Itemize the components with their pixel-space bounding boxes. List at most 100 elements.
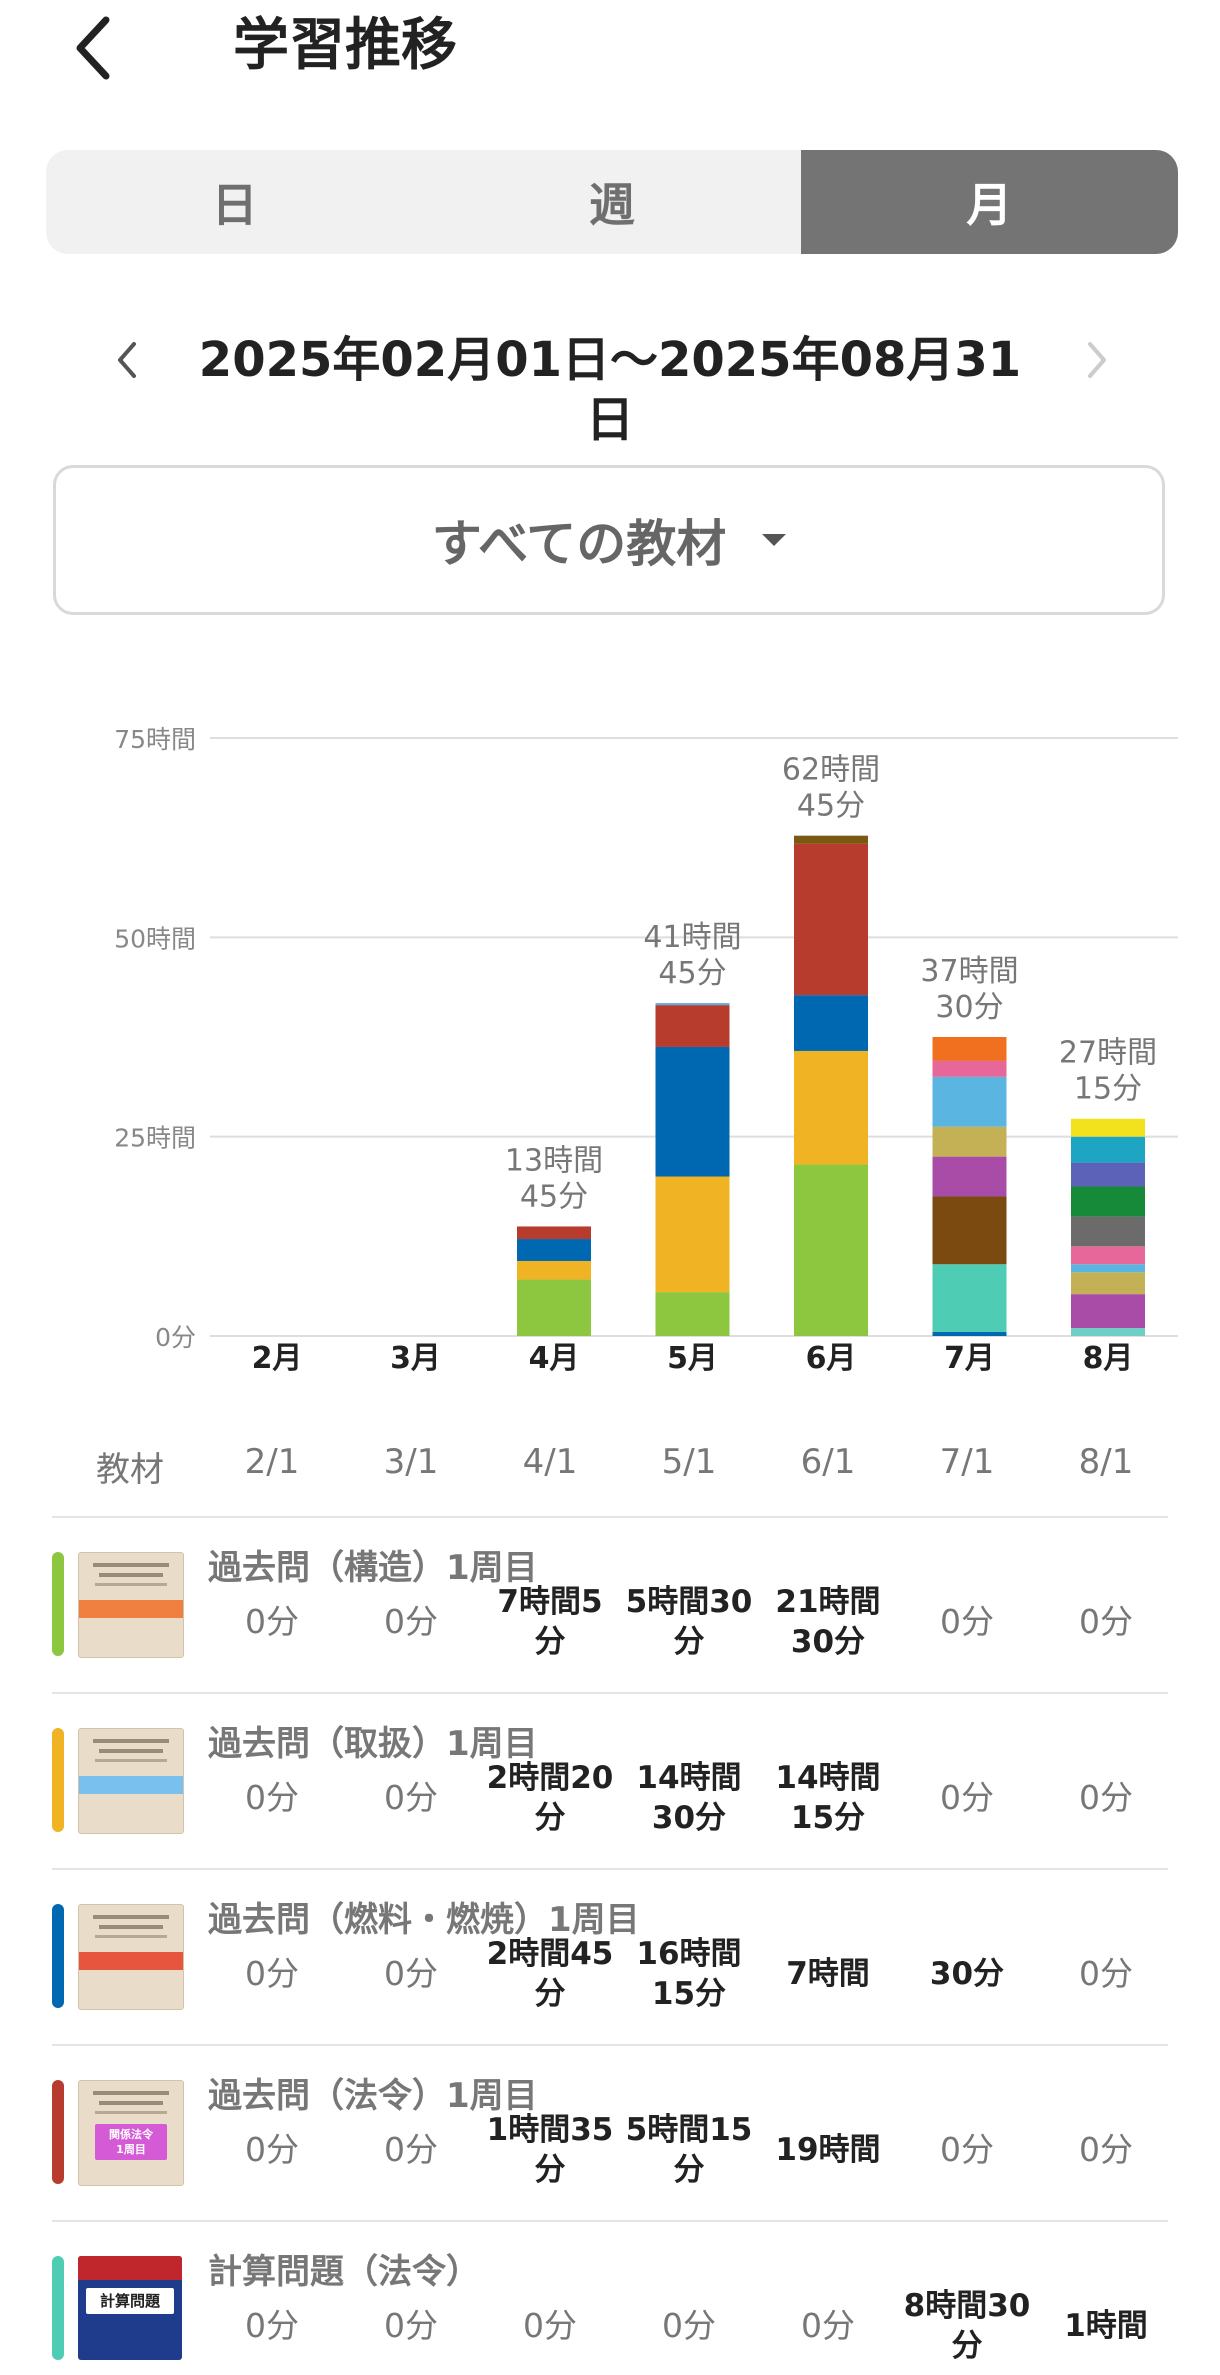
time-cell-line: 15分	[651, 1976, 727, 2012]
time-cell-line: 0分	[384, 2130, 438, 2169]
prev-period-button[interactable]	[102, 330, 152, 390]
back-button[interactable]	[66, 8, 126, 88]
column-header-date: 3/1	[383, 1442, 439, 1482]
bar-segment	[794, 843, 868, 996]
material-thumbnail[interactable]	[78, 1552, 184, 1658]
bar-segment	[932, 1037, 1007, 1061]
time-cell-line: 0分	[1079, 1778, 1133, 1817]
bar-segment	[655, 1292, 730, 1336]
bar-segment	[1071, 1294, 1145, 1329]
bar-segment	[932, 1060, 1007, 1077]
bar-segment	[932, 1332, 1007, 1336]
material-name[interactable]: 計算問題（法令）	[208, 2252, 480, 2292]
tab-month[interactable]: 月	[800, 150, 1178, 254]
tab-week[interactable]: 週	[588, 178, 635, 232]
material-filter-dropdown[interactable]: すべての教材	[53, 465, 1165, 615]
time-cell-line: 0分	[1079, 1602, 1133, 1641]
bar-segment	[932, 1126, 1007, 1157]
bar-segment	[1071, 1162, 1145, 1187]
time-cell: 0分	[622, 2306, 756, 2346]
x-tick-label: 8月	[1083, 1341, 1134, 1376]
time-cell: 2時間45 分	[483, 1934, 617, 2014]
time-cell-line: 0分	[523, 2306, 577, 2345]
time-cell: 0分	[1039, 1778, 1173, 1818]
material-filter-value: すべての教材	[431, 515, 727, 573]
material-name[interactable]: 過去問（構造）1周目	[208, 1548, 538, 1588]
bar-segment	[932, 1196, 1007, 1265]
time-cell: 0分	[900, 2130, 1034, 2170]
material-thumbnail[interactable]	[78, 1904, 184, 2010]
x-tick-label: 3月	[390, 1341, 441, 1376]
page-title: 学習推移	[233, 13, 457, 78]
bar-segment	[794, 835, 868, 844]
next-period-button[interactable]	[1072, 330, 1122, 390]
table-divider	[52, 2220, 1168, 2222]
time-cell-line: 0分	[940, 2130, 994, 2169]
time-cell-line: 0分	[940, 1602, 994, 1641]
time-cell-line: 30分	[790, 1624, 866, 1660]
x-tick-label: 2月	[252, 1341, 303, 1376]
bar-segment	[1071, 1246, 1145, 1265]
x-tick-label: 6月	[806, 1341, 857, 1376]
date-range-label: 2025年02月01日〜2025年08月31日	[198, 332, 1022, 448]
material-name[interactable]: 過去問（取扱）1周目	[208, 1724, 538, 1764]
bar-segment	[794, 995, 868, 1051]
time-cell: 7時間	[761, 1954, 895, 1994]
x-tick-label: 5月	[667, 1341, 718, 1376]
bar-segment	[1071, 1272, 1145, 1295]
bar-segment	[517, 1226, 591, 1240]
chevron-left-icon	[118, 342, 136, 378]
column-header-date: 7/1	[939, 1442, 995, 1482]
time-cell-line: 1時間	[1064, 2308, 1148, 2344]
bar-segment	[517, 1279, 591, 1336]
column-header-date: 4/1	[522, 1442, 578, 1482]
time-cell: 5時間30 分	[622, 1582, 756, 1662]
material-thumbnail[interactable]: 関係法令 1周目	[78, 2080, 184, 2186]
bar-segment	[1071, 1118, 1145, 1137]
time-cell: 19時間	[761, 2130, 895, 2170]
bar-total-label: 41時間	[643, 920, 741, 955]
time-cell: 0分	[205, 2306, 339, 2346]
thumbnail-caption: 関係法令 1周目	[95, 2124, 167, 2160]
material-thumbnail[interactable]	[78, 1728, 184, 1834]
time-cell-line: 0分	[1079, 2130, 1133, 2169]
time-cell: 0分	[1039, 2130, 1173, 2170]
material-name[interactable]: 過去問（燃料・燃焼）1周目	[208, 1900, 640, 1940]
time-cell: 14時間 15分	[761, 1758, 895, 1838]
time-cell-line: 0分	[384, 1778, 438, 1817]
time-cell-line: 8時間30	[903, 2288, 1031, 2324]
tab-day[interactable]: 日	[211, 178, 258, 232]
period-segmented-control: 日 週 月	[46, 150, 1178, 254]
x-tick-label: 7月	[944, 1341, 995, 1376]
bar-total-label: 30分	[935, 990, 1003, 1025]
chevron-left-icon	[76, 16, 110, 80]
time-cell-line: 分	[534, 1976, 566, 2012]
time-cell: 0分	[205, 1778, 339, 1818]
time-cell-line: 5時間30	[625, 1584, 753, 1620]
time-cell: 0分	[205, 1602, 339, 1642]
time-cell-line: 15分	[790, 1800, 866, 1836]
time-cell-line: 5時間15	[625, 2112, 753, 2148]
material-name[interactable]: 過去問（法令）1周目	[208, 2076, 538, 2116]
material-thumbnail[interactable]: 計算問題	[78, 2256, 182, 2360]
bar-segment	[655, 1046, 730, 1177]
time-cell: 5時間15 分	[622, 2110, 756, 2190]
table-divider	[52, 2044, 1168, 2046]
time-cell: 14時間 30分	[622, 1758, 756, 1838]
time-cell: 0分	[205, 1954, 339, 1994]
table-divider	[52, 1868, 1168, 1870]
column-header-date: 8/1	[1078, 1442, 1134, 1482]
bar-segment	[794, 1164, 868, 1336]
bar-total-label: 45分	[797, 789, 865, 824]
bar-segment	[932, 1156, 1007, 1197]
bar-segment	[1071, 1216, 1145, 1247]
bar-total-label: 27時間	[1059, 1036, 1157, 1071]
time-cell: 0分	[344, 2306, 478, 2346]
time-cell: 1時間	[1039, 2306, 1173, 2346]
time-cell-line: 分	[673, 2152, 705, 2188]
bar-total-label: 13時間	[505, 1143, 603, 1178]
bar-segment	[655, 1005, 730, 1047]
time-cell-line: 0分	[384, 2306, 438, 2345]
time-cell: 0分	[344, 1602, 478, 1642]
